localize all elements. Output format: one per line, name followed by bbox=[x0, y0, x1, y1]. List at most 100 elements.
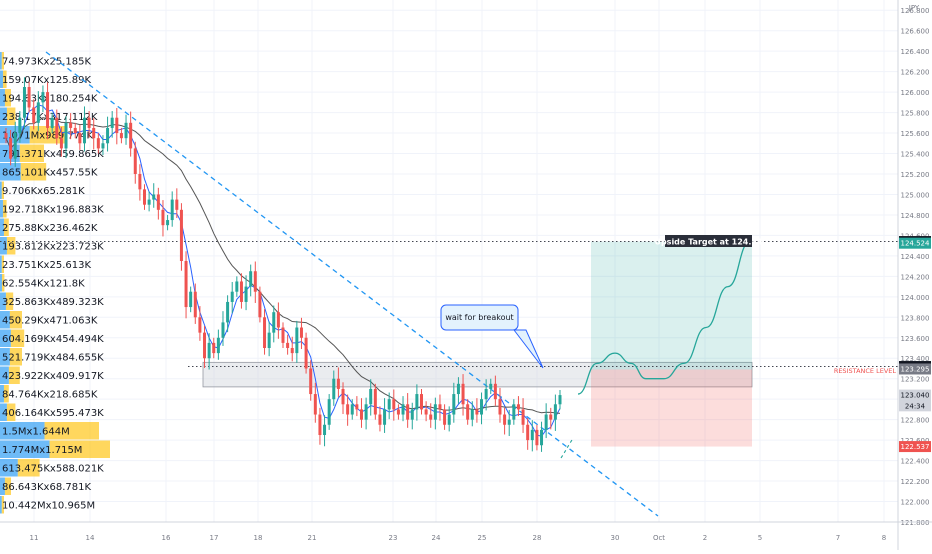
y-tick-label: 124.200 bbox=[901, 273, 930, 281]
candle-body bbox=[456, 383, 460, 395]
candle-body bbox=[41, 92, 45, 103]
profit-zone bbox=[591, 241, 752, 370]
volume-bar-buy bbox=[0, 274, 2, 292]
y-tick-label: 123.800 bbox=[901, 314, 930, 322]
candle-body bbox=[429, 414, 433, 420]
volume-bar-buy bbox=[0, 385, 4, 403]
candle-body bbox=[507, 419, 511, 425]
candle-body bbox=[82, 117, 86, 144]
x-tick-label: 24 bbox=[432, 534, 441, 542]
candle-body bbox=[480, 399, 484, 415]
volume-label: 1.774Mx1.715M bbox=[2, 445, 82, 456]
candle-body bbox=[59, 138, 63, 149]
price-tag-text: 123.295 bbox=[901, 365, 930, 373]
candle-body bbox=[119, 133, 123, 139]
candle-body bbox=[115, 117, 119, 134]
x-tick-label: 30 bbox=[611, 534, 620, 542]
candle-body bbox=[249, 271, 253, 287]
candle-body bbox=[498, 399, 502, 415]
volume-bar-sell bbox=[1, 255, 4, 273]
candle-body bbox=[193, 291, 197, 318]
volume-bar-buy bbox=[0, 496, 2, 514]
x-tick-label: 11 bbox=[30, 534, 39, 542]
grid bbox=[0, 0, 898, 523]
y-tick-label: 126.600 bbox=[901, 28, 930, 36]
volume-label: 193.812Kx223.723K bbox=[2, 242, 104, 253]
projection-curve bbox=[577, 240, 751, 395]
candle-body bbox=[549, 414, 553, 420]
trade-zones bbox=[202, 241, 753, 447]
candle-body bbox=[503, 414, 507, 425]
volume-bar-sell bbox=[44, 422, 99, 440]
x-tick-label: Oct bbox=[653, 534, 665, 542]
price-tag: 123.295 bbox=[899, 363, 931, 375]
candle-body bbox=[336, 378, 340, 389]
candle-body bbox=[530, 429, 534, 441]
target-label-bg bbox=[665, 235, 752, 247]
candle-body bbox=[364, 404, 368, 420]
candle-body bbox=[323, 424, 327, 435]
price-tag: 123.040 bbox=[899, 389, 931, 401]
candle-body bbox=[276, 312, 280, 328]
candle-body bbox=[203, 332, 207, 359]
candle-body bbox=[466, 404, 470, 420]
candle-body bbox=[216, 337, 220, 354]
x-tick-label: 8 bbox=[882, 534, 886, 542]
y-tick-label: 125.200 bbox=[901, 171, 930, 179]
candle-body bbox=[443, 409, 447, 425]
candle-body bbox=[272, 312, 276, 333]
volume-label: 62.554Kx121.8K bbox=[2, 279, 85, 290]
volume-label: 84.764Kx218.685K bbox=[2, 390, 98, 401]
loss-zone bbox=[591, 369, 752, 447]
candles bbox=[4, 77, 562, 452]
callout-box bbox=[440, 304, 519, 331]
volume-label: 406.164Kx595.473K bbox=[2, 408, 104, 419]
volume-bar-sell bbox=[9, 311, 22, 329]
candle-body bbox=[55, 117, 59, 139]
candle-body bbox=[373, 388, 377, 415]
volume-bar-sell bbox=[1, 496, 4, 514]
y-tick-label: 122.000 bbox=[901, 499, 930, 507]
volume-bar-buy bbox=[0, 440, 50, 458]
candle-body bbox=[13, 133, 17, 159]
price-tag-text: 124.524 bbox=[901, 240, 930, 248]
candle-body bbox=[133, 148, 137, 174]
volume-bar-sell bbox=[5, 292, 14, 310]
candle-body bbox=[346, 404, 350, 415]
candle-body bbox=[470, 409, 474, 420]
candle-body bbox=[516, 404, 520, 410]
candle-body bbox=[230, 291, 234, 302]
candle-body bbox=[9, 138, 13, 159]
volume-bar-sell bbox=[1, 274, 5, 292]
volume-bar-sell bbox=[9, 348, 22, 366]
candle-body bbox=[143, 189, 146, 205]
candle-body bbox=[350, 404, 354, 415]
candle-body bbox=[263, 317, 267, 348]
candle-body bbox=[415, 394, 419, 410]
x-tick-label: 16 bbox=[162, 534, 171, 542]
candle-body bbox=[332, 378, 336, 400]
candle-body bbox=[281, 327, 285, 343]
candle-body bbox=[521, 409, 525, 425]
volume-label: 10.442Mx10.965M bbox=[2, 501, 95, 512]
y-tick-label: 125.600 bbox=[901, 130, 930, 138]
target-label: Upside Target at 124.54 bbox=[654, 235, 763, 247]
price-tag-text: 123.040 bbox=[901, 392, 930, 400]
downtrend-line bbox=[45, 51, 659, 517]
volume-bar-buy bbox=[0, 200, 3, 218]
candle-body bbox=[96, 138, 100, 149]
candle-body bbox=[138, 174, 142, 190]
candle-body bbox=[424, 409, 428, 415]
projection-lead-in bbox=[560, 439, 573, 459]
candle-body bbox=[369, 388, 373, 405]
candle-body bbox=[69, 122, 73, 128]
candle-body bbox=[170, 199, 174, 221]
candle-body bbox=[484, 388, 488, 400]
volume-label: 23.751Kx25.613K bbox=[2, 260, 91, 271]
candle-body bbox=[18, 117, 22, 134]
y-tick-label: 123.600 bbox=[901, 335, 930, 343]
volume-bar-sell bbox=[1, 52, 4, 70]
annotations: Upside Target at 124.54 RESISTANCE LEVEL w… bbox=[440, 235, 896, 375]
candle-body bbox=[235, 281, 239, 292]
volume-bar-buy bbox=[0, 459, 18, 477]
